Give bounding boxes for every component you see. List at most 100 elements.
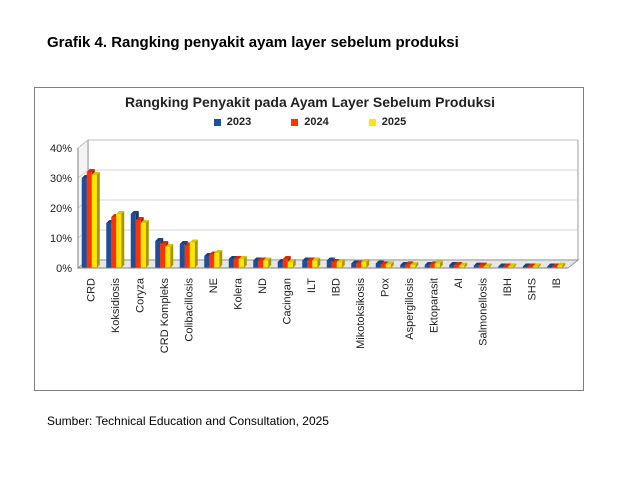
x-tick-label: Colibacillosis [183, 278, 195, 342]
bar-top-2025 [459, 262, 468, 266]
figure-caption: Grafik 4. Rangking penyakit ayam layer s… [47, 34, 459, 51]
bar-2023 [351, 263, 357, 268]
bar-2024 [86, 172, 92, 268]
bar-2025 [557, 265, 563, 268]
bar-top-2025 [312, 257, 321, 261]
bar-2023 [204, 256, 210, 268]
chart-frame: 0% 10% 20% 30% 40% CRD Koksidiosis Coryza CRD Ko… [34, 87, 584, 391]
bar-2024 [429, 264, 435, 268]
bar-2024 [405, 264, 411, 268]
bar-2025 [385, 264, 391, 268]
legend-entry-2024: 2024 [291, 116, 329, 128]
x-tick-label: NE [208, 278, 220, 293]
bar-top-2025 [91, 172, 100, 175]
bar-2023 [253, 260, 259, 268]
bar-top-2023 [155, 238, 164, 241]
bar-side-2025 [243, 256, 247, 268]
bar-2024 [184, 245, 190, 268]
x-tick-label: Coryza [134, 277, 146, 313]
bar-2024 [233, 259, 239, 268]
bar-2023 [228, 259, 234, 268]
bar-top-2023 [473, 262, 482, 266]
bar-side-2025 [537, 263, 541, 268]
bar-top-2023 [326, 257, 335, 261]
legend-entry-2025: 2025 [368, 116, 407, 128]
y-tick-label: 10% [50, 233, 72, 245]
bar-top-2025 [483, 263, 492, 267]
bar-2023 [81, 178, 87, 268]
x-tick-label: Ektoparasit [428, 278, 440, 333]
bar-top-2024 [405, 261, 414, 265]
legend-swatch-2025 [368, 118, 376, 126]
x-tick-label: Salmonellosis [477, 278, 489, 346]
bar-top-2025 [263, 257, 272, 261]
bar-top-2024 [233, 256, 242, 259]
bar-2025 [410, 265, 416, 268]
bar-top-2025 [189, 239, 198, 243]
x-tick-label: AI [453, 278, 465, 288]
bar-top-2025 [532, 263, 541, 267]
bar-top-2024 [527, 263, 536, 267]
bar-2024 [380, 264, 386, 268]
bar-2025 [312, 260, 318, 268]
bar-2025 [336, 262, 342, 268]
bar-2025 [189, 242, 195, 268]
chart-legend: 2023 2024 2025 [35, 116, 585, 128]
x-tick-label: ILT [306, 278, 318, 293]
x-tick-label: Pox [379, 278, 391, 297]
bar-2025 [287, 262, 293, 268]
x-tick-label: IB [551, 278, 563, 288]
bar-top-2024 [552, 263, 561, 267]
bar-2025 [116, 214, 122, 268]
bar-2023 [522, 266, 528, 268]
bar-side-2025 [170, 244, 174, 268]
bar-side-2025 [464, 262, 468, 268]
bar-top-2025 [140, 220, 149, 223]
bar-top-2023 [424, 262, 433, 265]
bar-2025 [263, 260, 269, 268]
bar-top-2023 [400, 262, 409, 265]
bar-2024 [356, 263, 362, 268]
bar-top-2025 [238, 256, 247, 259]
bar-2024 [552, 266, 558, 268]
bar-top-2023 [179, 241, 188, 244]
x-tick-label: Mikotoksikosis [355, 278, 367, 349]
bar-top-2024 [380, 261, 389, 265]
bar-top-2025 [410, 262, 419, 265]
bar-top-2024 [478, 262, 487, 266]
bar-top-2024 [454, 262, 463, 265]
legend-label-2025: 2025 [381, 116, 407, 128]
bar-top-2023 [522, 263, 531, 267]
legend-label-2024: 2024 [304, 116, 329, 128]
x-tick-label: Aspergillosis [404, 278, 416, 340]
bar-top-2025 [165, 244, 174, 247]
bar-top-2023 [228, 256, 237, 259]
x-tick-label: IBH [502, 278, 514, 296]
bar-2025 [459, 265, 465, 268]
bar-2023 [473, 265, 479, 268]
bar-2024 [478, 265, 484, 268]
bar-side-2025 [513, 263, 517, 268]
x-tick-label: CRD Kompleks [159, 278, 171, 354]
bar-top-2024 [258, 257, 267, 261]
gridline [77, 169, 578, 179]
bar-2025 [91, 175, 97, 268]
bar-top-2024 [307, 257, 316, 261]
bar-top-2023 [302, 257, 311, 261]
legend-swatch-2024 [291, 118, 299, 126]
bar-2025 [483, 266, 489, 268]
bar-top-2025 [508, 263, 517, 267]
bar-2024 [135, 220, 141, 268]
bar-2024 [209, 254, 215, 268]
bar-top-2023 [449, 262, 458, 265]
bar-top-2023 [351, 260, 360, 264]
bar-2024 [527, 266, 533, 268]
bar-2023 [106, 223, 112, 268]
bar-2025 [165, 247, 171, 268]
bar-chart: 0% 10% 20% 30% 40% CRD Koksidiosis Coryza CRD Ko… [50, 139, 580, 354]
bar-top-2025 [287, 259, 296, 262]
bar-side-2025 [488, 263, 492, 268]
bar-top-2024 [503, 263, 512, 267]
y-tick-label: 0% [56, 263, 72, 275]
bar-top-2025 [336, 259, 345, 262]
